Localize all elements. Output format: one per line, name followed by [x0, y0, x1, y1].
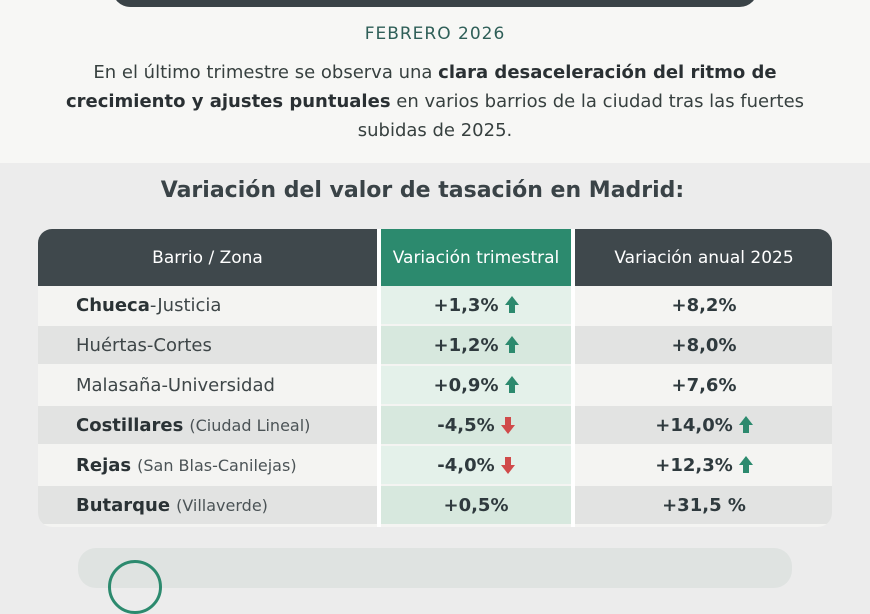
bottom-card — [78, 548, 792, 588]
cell-zona: Rejas (San Blas-Canilejas) — [76, 454, 297, 476]
cell-zona: Chueca -Justicia — [76, 294, 222, 316]
header-anual: Variación anual 2025 — [614, 247, 794, 268]
header-trimestral: Variación trimestral — [381, 229, 571, 286]
intro-bold: clara desaceleración del ritmo de crecim… — [65, 62, 777, 112]
cell-trimestral: +1,3% — [381, 286, 571, 324]
table-row: Rejas (San Blas-Canilejas) -4,0% +12,3% — [38, 446, 832, 484]
report-date: FEBRERO 2026 — [364, 24, 506, 44]
circle-icon — [108, 560, 162, 614]
header-zona: Barrio / Zona — [152, 247, 263, 268]
column-divider — [377, 229, 381, 527]
arrow-down-icon — [500, 416, 515, 434]
cell-anual: +8,2% — [671, 294, 737, 316]
cell-trimestral: -4,5% — [381, 406, 571, 444]
table-header: Barrio / Zona Variación trimestral Varia… — [38, 229, 832, 286]
arrow-up-icon — [504, 296, 519, 314]
table-row: Malasaña-Universidad +0,9% +7,6% — [38, 366, 832, 404]
section-title: Variación del valor de tasación en Madri… — [160, 178, 685, 203]
table-row: Costillares (Ciudad Lineal) -4,5% +14,0% — [38, 406, 832, 444]
arrow-up-icon — [504, 376, 519, 394]
header-bar — [112, 0, 758, 7]
intro-part1: En el último trimestre se observa una — [93, 62, 439, 83]
column-divider — [571, 229, 575, 527]
cell-zona: Huértas-Cortes — [76, 334, 212, 356]
cell-trimestral: +0,5% — [443, 494, 509, 516]
table-row: Chueca -Justicia +1,3% +8,2% — [38, 286, 832, 324]
cell-zona: Malasaña-Universidad — [76, 374, 275, 396]
arrow-down-icon — [500, 456, 515, 474]
table-row: Butarque (Villaverde) +0,5% +31,5 % — [38, 486, 832, 524]
cell-anual: +31,5 % — [662, 494, 746, 516]
cell-trimestral: +0,9% — [381, 366, 571, 404]
cell-anual: +14,0% — [576, 406, 832, 444]
cell-trimestral: +1,2% — [381, 326, 571, 364]
top-band — [0, 0, 870, 163]
valuation-table: Barrio / Zona Variación trimestral Varia… — [38, 229, 832, 527]
cell-trimestral: -4,0% — [381, 446, 571, 484]
cell-anual: +12,3% — [576, 446, 832, 484]
cell-zona: Butarque (Villaverde) — [76, 494, 268, 516]
intro-part2: en varios barrios de la ciudad tras las … — [357, 91, 805, 141]
arrow-up-icon — [504, 336, 519, 354]
arrow-up-icon — [738, 416, 753, 434]
cell-anual: +7,6% — [671, 374, 737, 396]
cell-anual: +8,0% — [671, 334, 737, 356]
cell-zona: Costillares (Ciudad Lineal) — [76, 414, 311, 436]
arrow-up-icon — [738, 456, 753, 474]
table-row: Huértas-Cortes +1,2% +8,0% — [38, 326, 832, 364]
intro-text: En el último trimestre se observa una cl… — [40, 58, 830, 145]
